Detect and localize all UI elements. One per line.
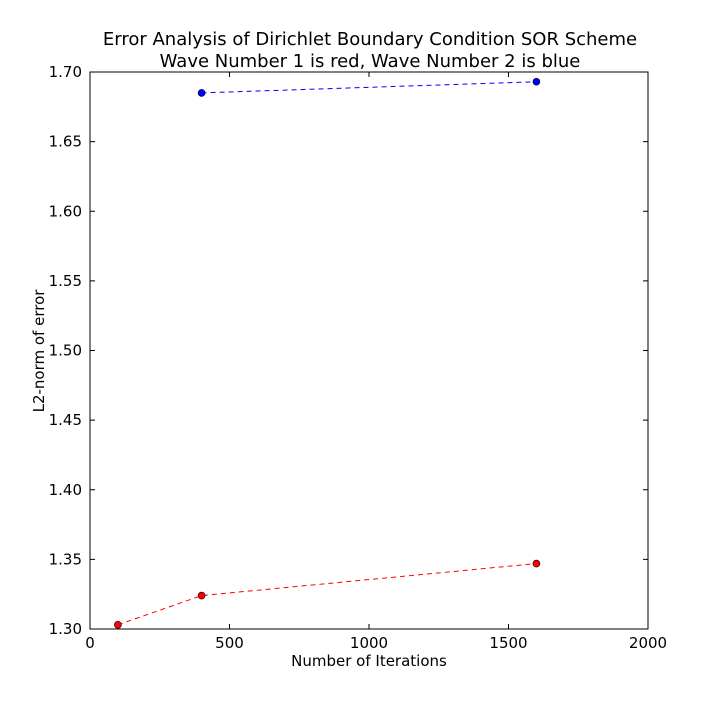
y-tick-label: 1.45: [49, 411, 82, 429]
x-axis-label: Number of Iterations: [291, 652, 447, 670]
y-tick-label: 1.65: [49, 133, 82, 151]
x-tick-label: 2000: [629, 634, 667, 652]
x-tick-label: 0: [85, 634, 95, 652]
y-tick-label: 1.50: [49, 342, 82, 360]
y-tick-label: 1.55: [49, 272, 82, 290]
y-tick-label: 1.30: [49, 620, 82, 638]
series-1-point: [114, 621, 122, 629]
y-tick-label: 1.35: [49, 550, 82, 568]
series-1-line: [117, 563, 537, 626]
y-axis-label: L2-norm of error: [30, 289, 48, 413]
y-tick-label: 1.40: [49, 481, 82, 499]
chart-subtitle: Wave Number 1 is red, Wave Number 2 is b…: [160, 51, 581, 72]
x-tick-label: 1000: [350, 634, 388, 652]
data-series: [114, 77, 541, 629]
series-1-point: [532, 559, 541, 568]
chart-title: Error Analysis of Dirichlet Boundary Con…: [103, 29, 637, 50]
x-tick-label: 1500: [489, 634, 527, 652]
series-2-line: [201, 81, 537, 94]
series-2-point: [532, 77, 541, 86]
plot-frame: [89, 71, 649, 630]
series-1-point: [197, 591, 206, 600]
x-tick-label: 500: [215, 634, 244, 652]
series-2-point: [197, 89, 206, 97]
y-tick-label: 1.60: [49, 202, 82, 220]
y-tick-label: 1.70: [49, 63, 82, 81]
axis-ticks: 0 500 1000 1500 2000 1.30 1.35 1.40 1.45 1.50 1.55…: [49, 63, 668, 652]
